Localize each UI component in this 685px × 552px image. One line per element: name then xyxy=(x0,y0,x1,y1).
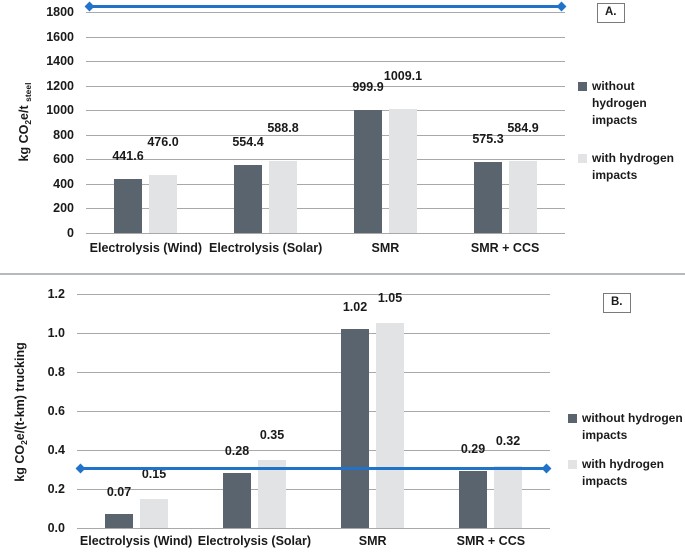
bar xyxy=(341,329,369,528)
chart-panel-b: kg CO2e/(t-km) trucking B. 0.0 0.2 0.4 0.6 0… xyxy=(0,276,685,552)
diamond-marker-icon xyxy=(84,1,95,12)
panel-label-badge: A. xyxy=(597,3,625,23)
category-label: SMR + CCS xyxy=(470,241,540,255)
bar-value-label: 0.29 xyxy=(460,442,486,456)
gridline xyxy=(86,61,565,62)
bar xyxy=(494,466,522,528)
y-tick-label: 1.2 xyxy=(47,287,65,301)
bar-value-label: 999.9 xyxy=(352,80,384,94)
bar-value-label: 1.05 xyxy=(377,291,403,305)
category-label: Electrolysis (Wind) xyxy=(89,241,203,255)
legend-swatch xyxy=(568,460,577,469)
bar xyxy=(234,165,262,233)
bar-value-label: 0.28 xyxy=(224,444,250,458)
gridline xyxy=(86,159,565,160)
y-axis-label-subscript: 2 xyxy=(23,119,33,125)
y-tick-label: 0.8 xyxy=(47,365,65,379)
y-tick-label: 1400 xyxy=(46,54,74,68)
bar xyxy=(223,473,251,528)
bar-value-label: 0.07 xyxy=(106,485,132,499)
gridline xyxy=(86,135,565,136)
bar xyxy=(459,471,487,528)
y-tick-label: 0 xyxy=(67,226,74,240)
category-label: SMR xyxy=(358,534,387,548)
y-tick-label: 1600 xyxy=(46,30,74,44)
bar-value-label: 1009.1 xyxy=(383,69,423,83)
gridline xyxy=(77,294,550,295)
diamond-marker-icon xyxy=(75,463,86,474)
y-tick-label: 0.0 xyxy=(47,521,65,535)
bar xyxy=(389,109,417,233)
legend-swatch xyxy=(578,82,587,91)
gridline xyxy=(86,37,565,38)
bar-value-label: 441.6 xyxy=(112,149,144,163)
y-tick-label: 1200 xyxy=(46,79,74,93)
gridline xyxy=(86,208,565,209)
bar-value-label: 1.02 xyxy=(342,300,368,314)
y-tick-label: 1000 xyxy=(46,103,74,117)
bar xyxy=(474,162,502,233)
bar xyxy=(269,161,297,233)
reference-line xyxy=(86,5,565,8)
gridline xyxy=(77,489,550,490)
diamond-marker-icon xyxy=(541,463,552,474)
bar xyxy=(354,110,382,233)
y-tick-label: 200 xyxy=(53,201,74,215)
bar-value-label: 588.8 xyxy=(267,121,299,135)
gridline xyxy=(77,372,550,373)
reference-line xyxy=(77,467,550,470)
legend-label: with hydrogen impacts xyxy=(582,457,664,488)
bar xyxy=(140,499,168,528)
category-label: Electrolysis (Solar) xyxy=(209,241,323,255)
legend-label: with hydrogen impacts xyxy=(592,151,674,182)
bar xyxy=(105,514,133,528)
y-axis-label-text: e/(t-km) trucking xyxy=(13,342,27,441)
gridline xyxy=(86,184,565,185)
bar xyxy=(258,460,286,528)
gridline xyxy=(77,411,550,412)
y-tick-label: 800 xyxy=(53,128,74,142)
y-tick-label: 0.2 xyxy=(47,482,65,496)
gridline xyxy=(86,12,565,13)
category-label: Electrolysis (Solar) xyxy=(197,534,311,548)
gridline xyxy=(86,86,565,87)
gridline xyxy=(77,528,550,529)
y-tick-label: 400 xyxy=(53,177,74,191)
bar xyxy=(509,161,537,233)
legend-label: without hydrogen impacts xyxy=(582,411,683,442)
bar-value-label: 575.3 xyxy=(472,132,504,146)
y-tick-label: 600 xyxy=(53,152,74,166)
bar xyxy=(376,323,404,528)
bar-value-label: 476.0 xyxy=(147,135,179,149)
y-axis-label: kg CO2e/t steel xyxy=(17,83,33,162)
y-tick-label: 0.4 xyxy=(47,443,65,457)
bar-value-label: 554.4 xyxy=(232,135,264,149)
legend-swatch xyxy=(568,414,577,423)
y-tick-label: 1.0 xyxy=(47,326,65,340)
gridline xyxy=(77,333,550,334)
gridline xyxy=(86,233,565,234)
bar xyxy=(114,179,142,233)
gridline xyxy=(86,110,565,111)
diamond-marker-icon xyxy=(556,1,567,12)
y-tick-label: 0.6 xyxy=(47,404,65,418)
bar-value-label: 0.15 xyxy=(141,467,167,481)
category-label: SMR + CCS xyxy=(456,534,526,548)
panel-divider xyxy=(0,273,685,275)
category-label: Electrolysis (Wind) xyxy=(79,534,193,548)
chart-panel-a: kg CO2e/t steel A. 0 200 400 600 800 1000 1200… xyxy=(0,0,685,273)
bar-value-label: 0.35 xyxy=(259,428,285,442)
legend-swatch xyxy=(578,154,587,163)
y-tick-label: 1800 xyxy=(46,5,74,19)
category-label: SMR xyxy=(371,241,400,255)
bar xyxy=(149,175,177,233)
legend-label: without hydrogen impacts xyxy=(592,79,647,127)
bar-value-label: 0.32 xyxy=(495,434,521,448)
gridline xyxy=(77,450,550,451)
bar-value-label: 584.9 xyxy=(507,121,539,135)
panel-label-badge: B. xyxy=(603,293,631,313)
